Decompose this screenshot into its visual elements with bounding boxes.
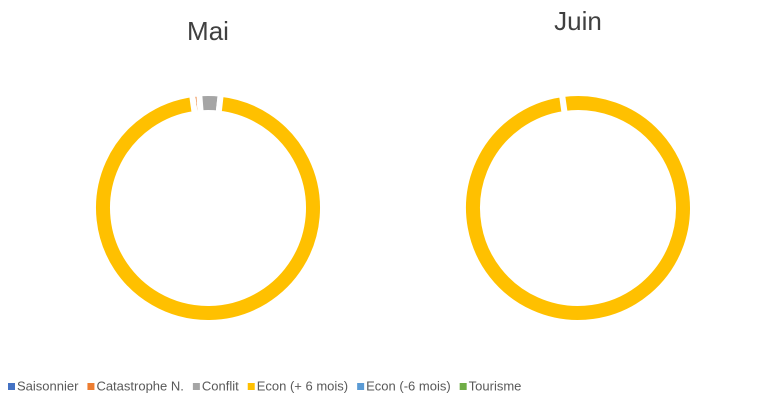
chart-title: Juin (554, 6, 602, 36)
legend-label: Catastrophe N. (96, 378, 183, 393)
legend-swatch (459, 383, 467, 390)
legend-label: Econ (+ 6 mois) (257, 378, 348, 393)
legend-swatch (87, 383, 95, 390)
donut-slice (459, 90, 696, 326)
legend-label: Saisonnier (17, 378, 79, 393)
legend-swatch (247, 383, 255, 390)
legend-swatch (192, 383, 200, 390)
legend-label: Tourisme (469, 378, 522, 393)
legend-swatch (357, 383, 365, 390)
donut-slice (90, 90, 326, 326)
legend-label: Econ (-6 mois) (366, 378, 451, 393)
legend-label: Conflit (202, 378, 239, 393)
legend-swatch (8, 383, 15, 390)
chart-title: Mai (187, 16, 229, 46)
